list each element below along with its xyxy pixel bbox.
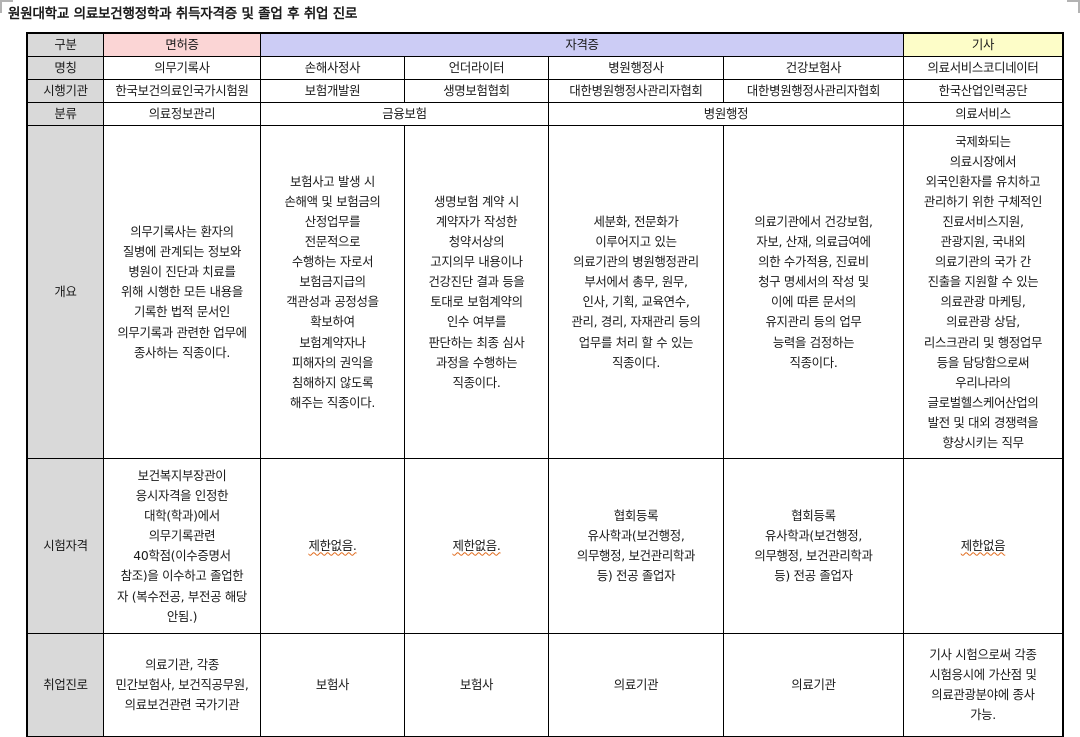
cell-exam-eligibility-1: 제한없음. [260,458,405,635]
cell-overview-5: 국제화되는 의료시장에서 외국인환자를 유치하고 관리하기 위한 구체적인 진료… [903,125,1063,460]
table-row-career-path: 취업진로 의료기관, 각종 민간보험사, 보건직공무원, 의료보건관련 국가기관… [27,633,1063,737]
cell-authority-0: 한국보건의료인국가시험원 [103,79,261,104]
cell-name-3: 병원행정사 [548,56,724,81]
cell-career-path-5: 기사 시험으로써 각종 시험응시에 가산점 및 의료관광분야에 종사 가능. [903,633,1063,737]
cell-exam-eligibility-5: 제한없음 [903,458,1063,635]
cell-authority-5: 한국산업인력공단 [903,79,1063,104]
page-title: 원원대학교 의료보건행정학과 취득자격증 및 졸업 후 취업 진로 [8,6,358,22]
table-row-exam-eligibility: 시험자격 보건복지부장관이 응시자격을 인정한 대학(학과)에서 의무기록관련 … [27,458,1063,635]
cell-name-4: 건강보험사 [723,56,904,81]
group-header-engineer: 기사 [903,32,1063,58]
group-header-certificate: 자격증 [260,32,904,58]
cell-name-5: 의료서비스코디네이터 [903,56,1063,81]
group-header-license: 면허증 [103,32,261,58]
cell-classification-5: 의료서비스 [903,102,1063,127]
cell-classification-1: 금융보험 [260,102,549,127]
table-row-classification: 분류 의료정보관리 금융보험 병원행정 의료서비스 [27,102,1063,127]
row-header-authority: 시행기관 [27,79,104,104]
cell-authority-4: 대한병원행정사관리자협회 [723,79,904,104]
cell-authority-3: 대한병원행정사관리자협회 [548,79,724,104]
table-row-authority: 시행기관 한국보건의료인국가시험원 보험개발원 생명보험협회 대한병원행정사관리… [27,79,1063,104]
cell-authority-2: 생명보험협회 [404,79,549,104]
cell-overview-2: 생명보험 계약 시 계약자가 작성한 청약서상의 고지의무 내용이나 건강진단 … [404,125,549,460]
cell-overview-3: 세분화, 전문화가 이루어지고 있는 의료기관의 병원행정관리 부서에서 총무,… [548,125,724,460]
cell-career-path-2: 보험사 [404,633,549,737]
crop-mark-top-right [1067,0,1080,13]
cell-name-2: 언더라이터 [404,56,549,81]
cell-overview-4: 의료기관에서 건강보험, 자보, 산재, 의료급여에 의한 수가적용, 진료비 … [723,125,904,460]
row-header-name: 명칭 [27,56,104,81]
cell-career-path-4: 의료기관 [723,633,904,737]
qualification-table-container: 구분 면허증 자격증 기사 명칭 의무기록사 손해사정사 언더라이터 병원행정사… [26,31,1064,737]
cell-exam-eligibility-2: 제한없음. [404,458,549,635]
cell-name-0: 의무기록사 [103,56,261,81]
cell-name-1: 손해사정사 [260,56,405,81]
cell-exam-eligibility-4: 협회등록 유사학과(보건행정, 의무행정, 보건관리학과 등) 전공 졸업자 [723,458,904,635]
cell-exam-eligibility-3: 협회등록 유사학과(보건행정, 의무행정, 보건관리학과 등) 전공 졸업자 [548,458,724,635]
row-header-exam-eligibility: 시험자격 [27,458,104,635]
row-header-category: 구분 [27,32,104,58]
cell-authority-1: 보험개발원 [260,79,405,104]
row-header-career-path: 취업진로 [27,633,104,737]
row-header-overview: 개요 [27,125,104,460]
cell-career-path-1: 보험사 [260,633,405,737]
cell-classification-3: 병원행정 [548,102,904,127]
table-row-overview: 개요 의무기록사는 환자의 질병에 관계되는 정보와 병원이 진단과 치료를 위… [27,125,1063,460]
table-row-name: 명칭 의무기록사 손해사정사 언더라이터 병원행정사 건강보험사 의료서비스코디… [27,56,1063,81]
cell-career-path-0: 의료기관, 각종 민간보험사, 보건직공무원, 의료보건관련 국가기관 [103,633,261,737]
cell-exam-eligibility-0: 보건복지부장관이 응시자격을 인정한 대학(학과)에서 의무기록관련 40학점(… [103,458,261,635]
row-header-classification: 분류 [27,102,104,127]
cell-overview-0: 의무기록사는 환자의 질병에 관계되는 정보와 병원이 진단과 치료를 위해 시… [103,125,261,460]
cell-overview-1: 보험사고 발생 시 손해액 및 보험금의 산정업무를 전문적으로 수행하는 자로… [260,125,405,460]
cell-career-path-3: 의료기관 [548,633,724,737]
cell-classification-0: 의료정보관리 [103,102,261,127]
table-row-category: 구분 면허증 자격증 기사 [27,32,1063,58]
qualification-table: 구분 면허증 자격증 기사 명칭 의무기록사 손해사정사 언더라이터 병원행정사… [26,31,1064,737]
